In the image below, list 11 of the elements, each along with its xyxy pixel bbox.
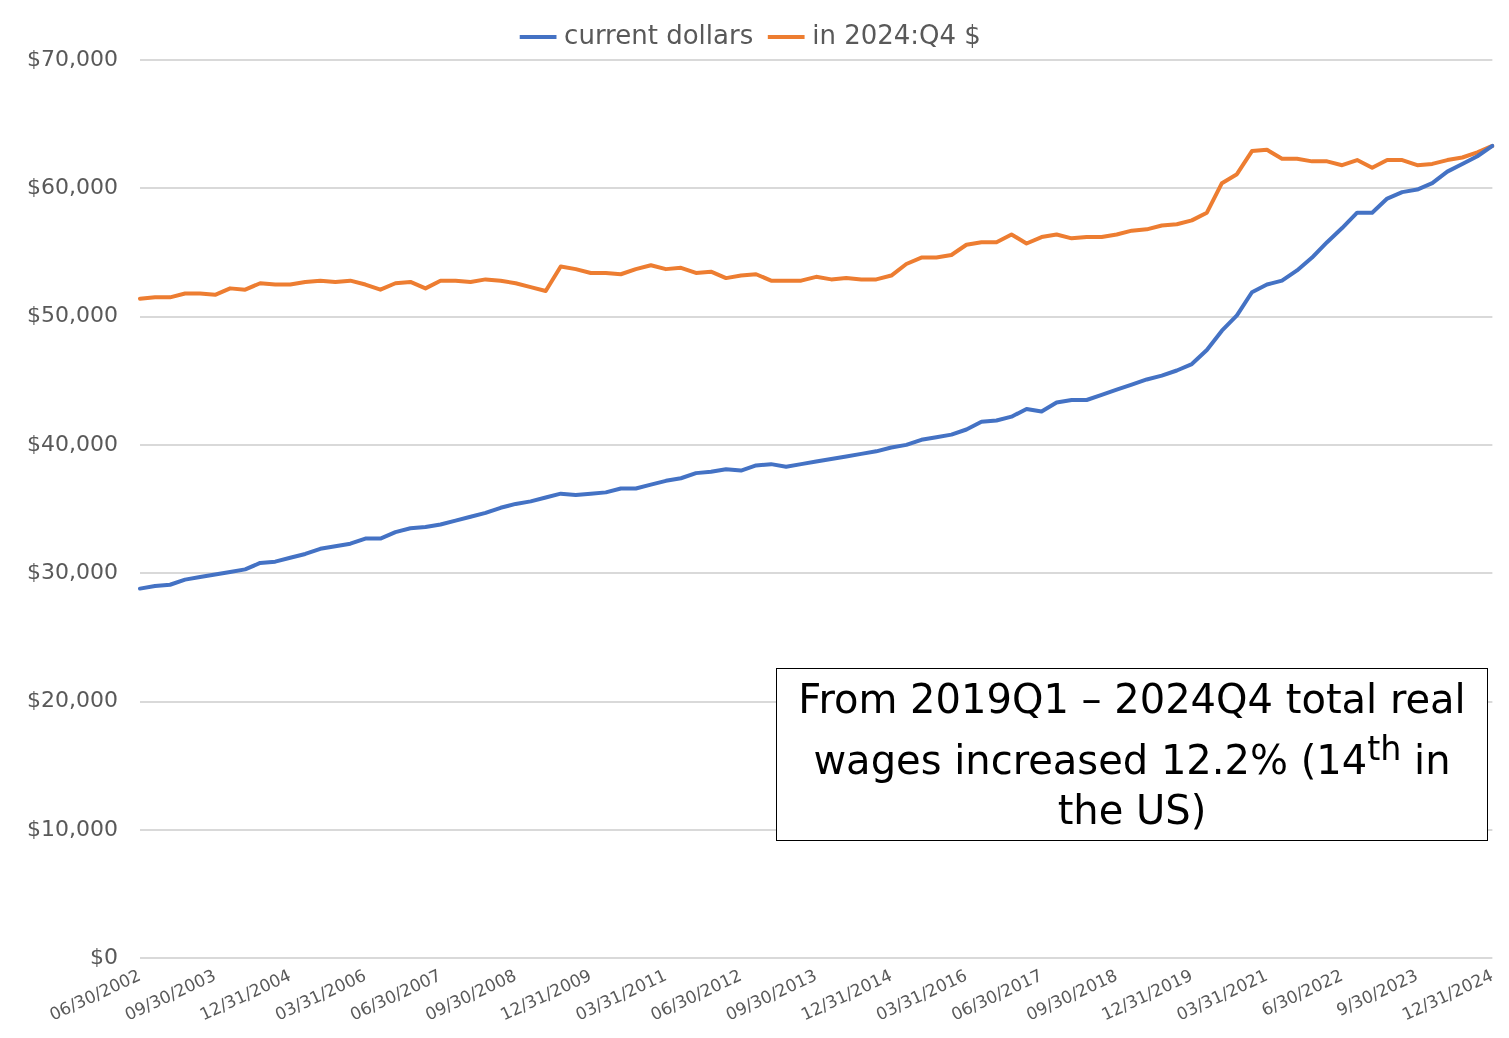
y-tick-label: $40,000	[26, 430, 118, 456]
y-tick-label: $60,000	[26, 174, 118, 200]
text: From 2019Q1 – 2024Q4 total real wages increased 12.2% (14$^{th}$ in the US)	[798, 675, 1466, 834]
legend-label: current dollars	[564, 19, 754, 50]
y-tick-label: $30,000	[26, 558, 118, 584]
legend-label: in 2024:Q4 $	[812, 19, 981, 50]
y-tick-label: $10,000	[26, 815, 118, 841]
y-tick-label: $50,000	[26, 302, 118, 328]
y-tick-label: $70,000	[26, 45, 118, 71]
y-tick-label: $0	[89, 943, 118, 969]
y-tick-label: $20,000	[26, 687, 118, 713]
